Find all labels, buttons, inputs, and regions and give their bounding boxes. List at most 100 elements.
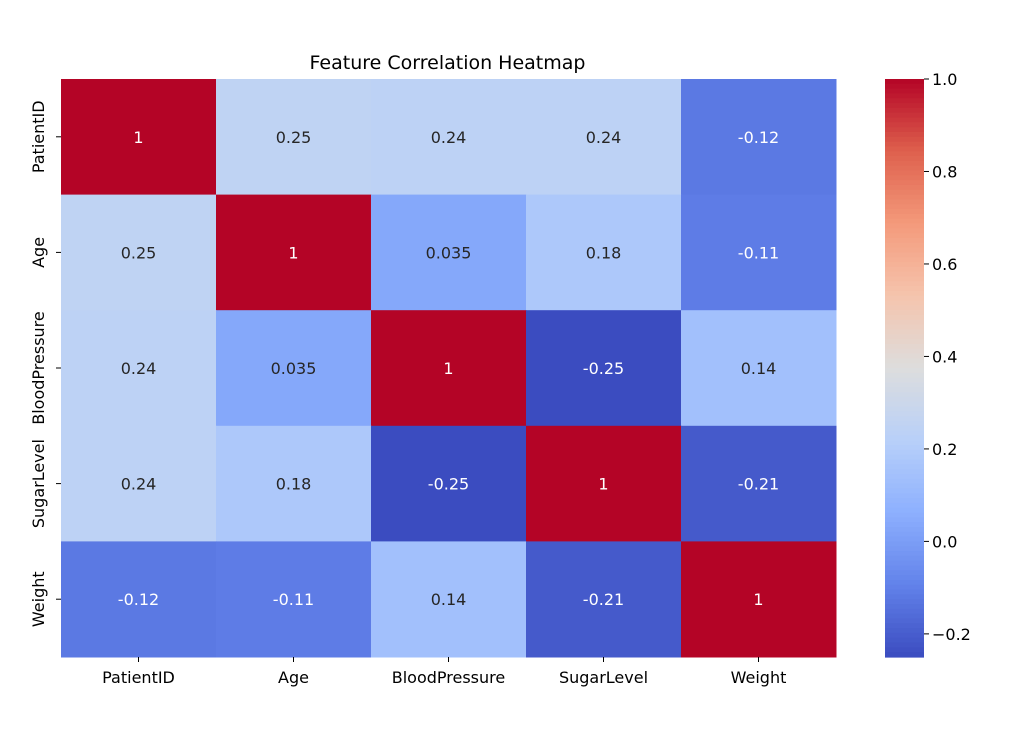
x-tick-label: Age — [278, 668, 309, 687]
colorbar-segment — [885, 122, 924, 128]
heatmap-cell — [61, 79, 217, 196]
colorbar-segment — [885, 372, 924, 379]
colorbar-segment — [885, 570, 924, 576]
colorbar-segment — [885, 117, 924, 123]
colorbar-segment — [885, 647, 924, 653]
heatmap-cell — [216, 79, 372, 196]
heatmap-cell — [681, 79, 837, 196]
colorbar-segment — [885, 536, 924, 542]
colorbar-segment — [885, 628, 924, 634]
colorbar-segment — [885, 189, 924, 196]
heatmap-cell — [681, 310, 837, 427]
x-tick-label: Weight — [731, 668, 787, 687]
cell-value-label: -0.12 — [738, 128, 779, 147]
heatmap-cell — [371, 310, 527, 427]
cell-value-label: 1 — [753, 590, 763, 609]
colorbar-segment — [885, 406, 924, 412]
heatmap-cell — [216, 541, 372, 658]
colorbar-segment — [885, 517, 924, 523]
colorbar-segment — [885, 286, 924, 292]
colorbar-segment — [885, 551, 924, 557]
colorbar-segment — [885, 575, 924, 581]
heatmap-cell — [526, 310, 682, 427]
colorbar-segment — [885, 483, 924, 490]
colorbar-segment — [885, 141, 924, 148]
x-tick-label: PatientID — [102, 668, 175, 687]
colorbar-segment — [885, 213, 924, 220]
cell-value-label: -0.25 — [583, 359, 624, 378]
colorbar-segment — [885, 266, 924, 273]
heatmap-cell — [526, 79, 682, 196]
cell-value-label: 0.14 — [431, 590, 467, 609]
colorbar-segment — [885, 642, 924, 648]
colorbar-segment — [885, 170, 924, 176]
colorbar-segment — [885, 305, 924, 311]
colorbar-segment — [885, 127, 924, 133]
colorbar-segment — [885, 353, 924, 359]
heatmap-cell — [216, 425, 372, 542]
colorbar-segment — [885, 618, 924, 624]
colorbar-segment — [885, 218, 924, 225]
colorbar-segment — [885, 435, 924, 441]
colorbar-segment — [885, 107, 924, 114]
heatmap-cell — [681, 194, 837, 311]
colorbar-segment — [885, 560, 924, 567]
colorbar-segment — [885, 387, 924, 393]
colorbar-tick-label: 0.8 — [932, 162, 957, 181]
colorbar-segment — [885, 522, 924, 528]
colorbar-segment — [885, 411, 924, 417]
heatmap-cell — [526, 541, 682, 658]
colorbar-segment — [885, 392, 924, 398]
colorbar-segment — [885, 257, 924, 263]
x-axis-labels: PatientID Age BloodPressure SugarLevel Weigh… — [102, 657, 786, 687]
colorbar-segment — [885, 151, 924, 157]
colorbar-segment — [885, 449, 924, 456]
cell-value-label: -0.21 — [738, 475, 779, 494]
colorbar-segment — [885, 623, 924, 629]
colorbar-segment — [885, 416, 924, 422]
colorbar-segment — [885, 79, 924, 85]
colorbar-segment — [885, 493, 924, 499]
cell-value-label: 1 — [288, 243, 298, 262]
heatmap-cell — [61, 310, 217, 427]
colorbar-segment — [885, 502, 924, 509]
colorbar-segment — [885, 233, 924, 239]
colorbar-segment — [885, 469, 924, 475]
x-tick-label: BloodPressure — [392, 668, 505, 687]
heatmap-cells: 1 0.25 0.24 0.24 -0.12 0.25 1 0.035 0.18 -0.11 0.2… — [61, 79, 837, 658]
colorbar-segment — [885, 281, 924, 287]
colorbar: 1.0 0.8 0.6 0.4 0.2 0.0 −0.2 — [885, 70, 971, 658]
colorbar-segment — [885, 324, 924, 331]
colorbar-segment — [885, 565, 924, 571]
cell-value-label: -0.21 — [583, 590, 624, 609]
colorbar-segment — [885, 396, 924, 403]
colorbar-segment — [885, 579, 924, 586]
colorbar-segment — [885, 175, 924, 181]
cell-value-label: -0.25 — [428, 475, 469, 494]
colorbar-segment — [885, 339, 924, 345]
colorbar-segment — [885, 637, 924, 644]
colorbar-segment — [885, 131, 924, 138]
colorbar-segment — [885, 613, 924, 620]
colorbar-segment — [885, 252, 924, 258]
colorbar-tick-label: 0.6 — [932, 255, 957, 274]
heatmap-cell — [526, 425, 682, 542]
colorbar-segment — [885, 608, 924, 615]
cell-value-label: 0.035 — [271, 359, 317, 378]
colorbar-segment — [885, 262, 924, 268]
colorbar-segment — [885, 358, 924, 364]
y-tick-label: BloodPressure — [29, 311, 48, 424]
colorbar-segment — [885, 228, 924, 234]
colorbar-segment — [885, 440, 924, 446]
colorbar-segment — [885, 488, 924, 494]
y-axis-labels: PatientID Age BloodPressure SugarLevel Weigh… — [29, 100, 61, 627]
colorbar-tick-label: 0.0 — [932, 532, 957, 551]
colorbar-segment — [885, 223, 924, 229]
colorbar-segment — [885, 363, 924, 369]
colorbar-segment — [885, 454, 924, 461]
colorbar-segment — [885, 546, 924, 552]
colorbar-segment — [885, 541, 924, 547]
colorbar-segment — [885, 368, 924, 374]
cell-value-label: -0.11 — [273, 590, 314, 609]
colorbar-segment — [885, 334, 924, 340]
